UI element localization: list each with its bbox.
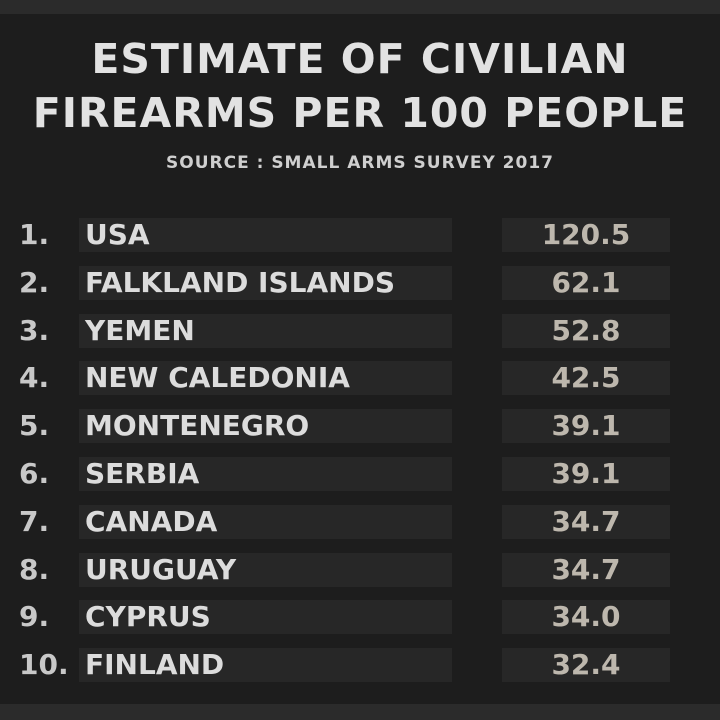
rank-number: 2. <box>19 266 50 299</box>
country-name: FINLAND <box>85 648 225 681</box>
country-name: NEW CALEDONIA <box>85 361 350 394</box>
value-cell: 34.7 <box>502 505 670 539</box>
title-line-1: ESTIMATE OF CIVILIAN <box>91 35 629 83</box>
country-name: URUGUAY <box>85 553 237 586</box>
country-cell: MONTENEGRO <box>79 409 452 443</box>
value-cell: 39.1 <box>502 457 670 491</box>
rank-number: 6. <box>19 457 50 490</box>
firearms-value: 32.4 <box>551 648 621 681</box>
rank-number: 8. <box>19 553 50 586</box>
country-name: CYPRUS <box>85 600 211 633</box>
country-cell: NEW CALEDONIA <box>79 361 452 395</box>
firearms-value: 39.1 <box>551 457 621 490</box>
country-cell: URUGUAY <box>79 553 452 587</box>
bottom-border <box>0 704 720 720</box>
rank-number: 3. <box>19 314 50 347</box>
firearms-value: 39.1 <box>551 409 621 442</box>
country-name: USA <box>85 218 150 251</box>
firearms-value: 34.7 <box>551 505 621 538</box>
value-cell: 42.5 <box>502 361 670 395</box>
rank-number: 4. <box>19 361 50 394</box>
firearms-value: 34.7 <box>551 553 621 586</box>
rank-number: 10. <box>19 648 69 681</box>
country-name: SERBIA <box>85 457 200 490</box>
firearms-value: 34.0 <box>551 600 621 633</box>
rank-number: 5. <box>19 409 50 442</box>
value-cell: 52.8 <box>502 314 670 348</box>
page-title: ESTIMATE OF CIVILIAN FIREARMS PER 100 PE… <box>0 32 720 140</box>
country-cell: FINLAND <box>79 648 452 682</box>
firearms-value: 52.8 <box>551 314 621 347</box>
country-name: FALKLAND ISLANDS <box>85 266 395 299</box>
value-cell: 62.1 <box>502 266 670 300</box>
value-cell: 32.4 <box>502 648 670 682</box>
value-cell: 120.5 <box>502 218 670 252</box>
rank-number: 9. <box>19 600 50 633</box>
source-caption: SOURCE : SMALL ARMS SURVEY 2017 <box>166 153 554 173</box>
country-cell: CYPRUS <box>79 600 452 634</box>
country-name: CANADA <box>85 505 218 538</box>
firearms-value: 62.1 <box>551 266 621 299</box>
country-name: MONTENEGRO <box>85 409 310 442</box>
country-cell: USA <box>79 218 452 252</box>
country-cell: FALKLAND ISLANDS <box>79 266 452 300</box>
value-cell: 34.0 <box>502 600 670 634</box>
country-name: YEMEN <box>85 314 195 347</box>
country-cell: CANADA <box>79 505 452 539</box>
value-cell: 34.7 <box>502 553 670 587</box>
title-line-2: FIREARMS PER 100 PEOPLE <box>32 89 688 137</box>
top-border <box>0 0 720 14</box>
firearms-value: 42.5 <box>551 361 621 394</box>
rank-number: 1. <box>19 218 50 251</box>
rank-number: 7. <box>19 505 50 538</box>
country-cell: SERBIA <box>79 457 452 491</box>
value-cell: 39.1 <box>502 409 670 443</box>
firearms-value: 120.5 <box>541 218 631 251</box>
country-cell: YEMEN <box>79 314 452 348</box>
